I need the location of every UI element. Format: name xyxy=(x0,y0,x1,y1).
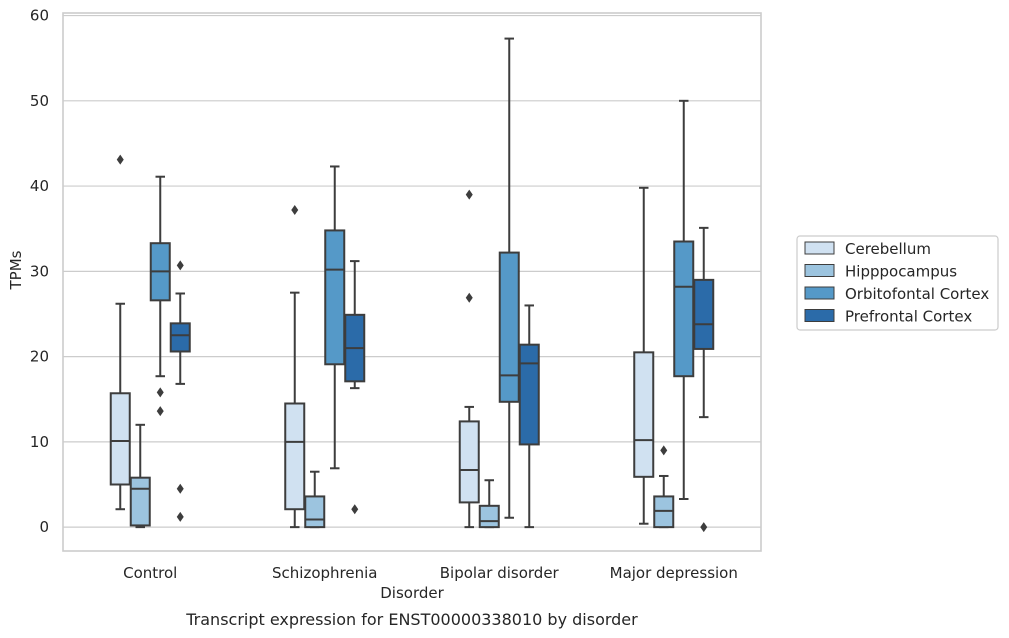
plot-frame xyxy=(62,12,762,552)
y-tick-label: 0 xyxy=(39,518,49,536)
series-prefrontal-cortex xyxy=(169,226,715,533)
outlier-point xyxy=(156,406,164,417)
legend-label: Hipppocampus xyxy=(845,263,957,281)
box xyxy=(129,476,151,527)
box xyxy=(458,420,480,504)
box xyxy=(169,322,191,353)
y-axis-ticks: 0 10 20 30 40 50 60 xyxy=(30,7,49,537)
outlier-point xyxy=(176,483,184,494)
legend-swatch xyxy=(804,309,835,322)
legend-frame xyxy=(796,235,999,331)
series-cerebellum xyxy=(109,154,655,529)
box xyxy=(498,251,520,403)
series-orbitofontal-cortex xyxy=(149,37,695,519)
outlier-point xyxy=(176,511,184,522)
outlier-point xyxy=(156,387,164,398)
box-series xyxy=(109,37,715,533)
outlier-point xyxy=(351,504,359,515)
legend-swatch xyxy=(804,241,835,255)
box xyxy=(693,278,715,350)
box xyxy=(324,229,346,366)
outlier-point xyxy=(116,154,124,165)
y-tick-label: 40 xyxy=(30,177,49,195)
outlier-point xyxy=(291,204,299,215)
legend-label: Cerebellum xyxy=(845,240,931,258)
box xyxy=(304,495,326,529)
legend-label: Orbitofontal Cortex xyxy=(845,285,989,303)
x-axis-ticks: Control Schizophrenia Bipolar disorder Majo… xyxy=(123,564,738,582)
box xyxy=(518,343,540,446)
y-tick-label: 50 xyxy=(30,92,49,110)
legend-label: Prefrontal Cortex xyxy=(845,308,972,326)
y-axis-label: TPMs xyxy=(7,250,25,290)
series-hipppocampus xyxy=(129,423,675,529)
y-tick-label: 60 xyxy=(30,7,49,25)
legend-swatch xyxy=(804,264,835,277)
legend-swatch xyxy=(804,286,835,300)
x-axis-label: Disorder xyxy=(380,584,444,602)
box xyxy=(673,240,695,378)
outlier-point xyxy=(700,522,708,533)
outlier-point xyxy=(465,292,473,303)
box xyxy=(478,504,500,529)
y-tick-label: 30 xyxy=(30,262,49,280)
y-tick-label: 20 xyxy=(30,348,49,366)
y-tick-label: 10 xyxy=(30,433,49,451)
box xyxy=(633,351,655,478)
x-tick-label: Control xyxy=(123,564,177,582)
legend: Cerebellum Hipppocampus Orbitofontal Corte… xyxy=(796,235,999,331)
outlier-point xyxy=(660,445,668,456)
outlier-point xyxy=(176,260,184,271)
box xyxy=(109,392,131,486)
x-tick-label: Major depression xyxy=(610,564,738,582)
chart-caption: Transcript expression for ENST0000033801… xyxy=(185,610,638,629)
outlier-point xyxy=(465,189,473,200)
x-tick-label: Bipolar disorder xyxy=(440,564,560,582)
box xyxy=(284,402,306,511)
x-tick-label: Schizophrenia xyxy=(272,564,377,582)
